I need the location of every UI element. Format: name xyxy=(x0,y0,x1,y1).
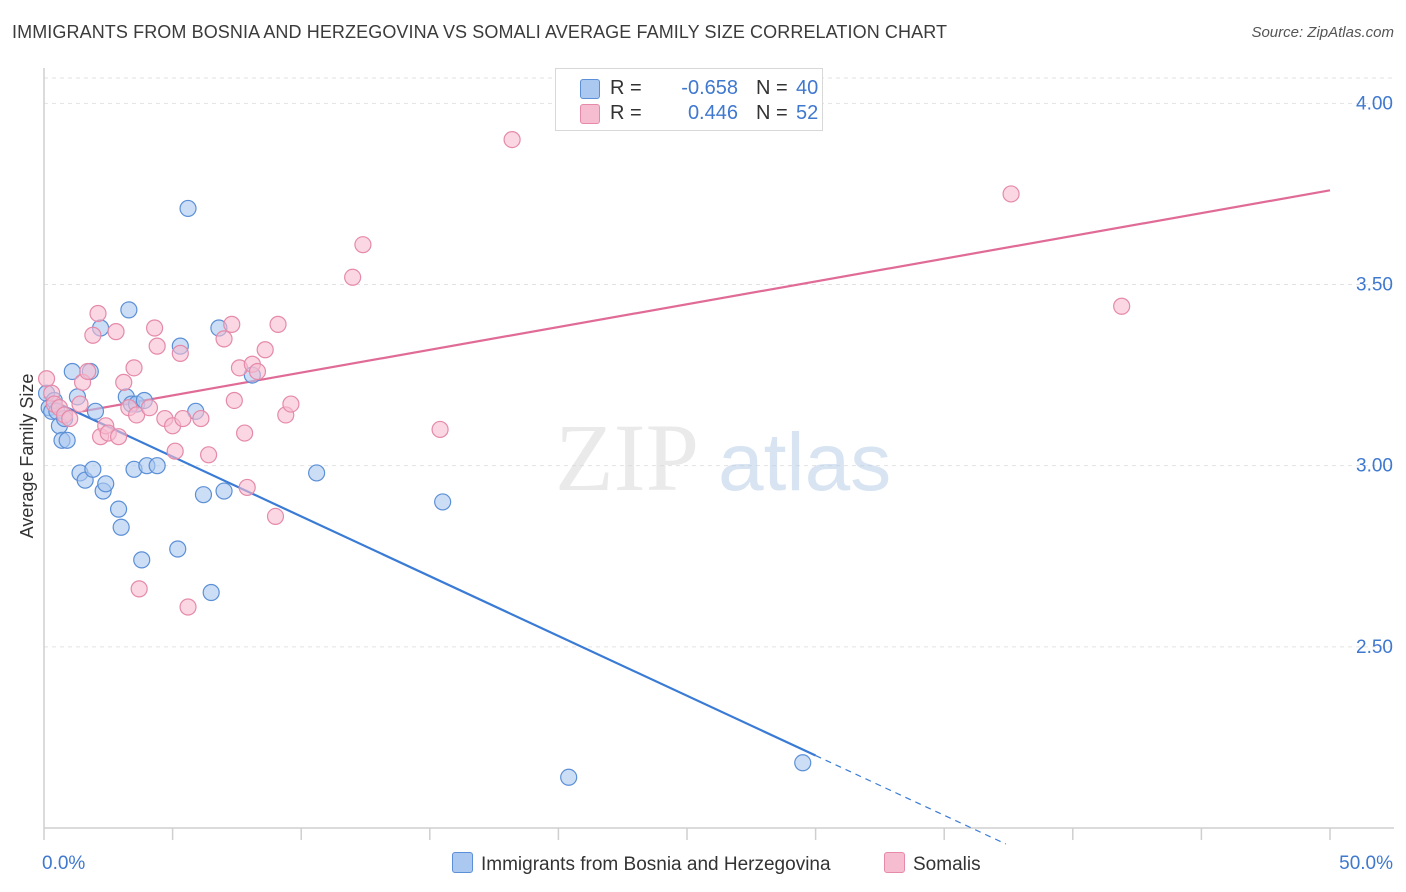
data-point-bosnia xyxy=(58,431,76,449)
data-point-bosnia xyxy=(97,475,115,493)
data-point-somalis xyxy=(107,323,125,341)
y-axis-label: Average Family Size xyxy=(17,374,37,539)
data-point-somalis xyxy=(192,409,210,428)
data-point-somalis xyxy=(84,326,102,344)
watermark-zip: ZIP xyxy=(555,404,699,511)
data-point-somalis xyxy=(145,319,164,337)
watermark: ZIP atlas xyxy=(555,404,891,511)
data-point-somalis xyxy=(166,442,184,460)
data-point-bosnia xyxy=(112,518,130,536)
data-point-somalis xyxy=(148,337,166,355)
bottom-legend-label-blue: Immigrants from Bosnia and Herzegovina xyxy=(481,854,831,875)
data-point-somalis xyxy=(431,420,449,439)
data-point-somalis xyxy=(174,409,192,428)
data-point-somalis xyxy=(115,373,133,391)
data-point-bosnia xyxy=(434,493,452,511)
y-tick-label: 2.50 xyxy=(1356,637,1393,658)
data-point-somalis xyxy=(248,362,267,381)
data-point-somalis xyxy=(236,424,254,442)
bottom-legend-swatch-pink xyxy=(884,852,905,873)
data-point-somalis xyxy=(79,362,97,381)
y-tick-label: 4.00 xyxy=(1356,93,1393,114)
x-tick-label-left: 0.0% xyxy=(42,853,85,874)
bottom-legend-blue: Immigrants from Bosnia and Herzegovina xyxy=(452,852,831,876)
data-point-somalis xyxy=(130,580,148,598)
data-point-somalis xyxy=(140,399,159,417)
axes xyxy=(43,68,1394,840)
trend-line-bosnia-extension xyxy=(815,754,1007,845)
data-point-bosnia xyxy=(133,551,151,569)
legend-n-label: N = xyxy=(756,102,788,124)
data-point-bosnia xyxy=(308,464,326,482)
trend-line-somalis xyxy=(82,189,1331,413)
bottom-legend-label-pink: Somalis xyxy=(913,854,981,875)
data-point-bosnia xyxy=(215,482,233,500)
legend-r-label: R = xyxy=(610,77,642,99)
data-point-bosnia xyxy=(86,402,105,420)
data-point-somalis xyxy=(238,478,256,497)
legend-n-label: N = xyxy=(756,77,788,99)
y-tick-label: 3.00 xyxy=(1356,456,1393,477)
data-point-somalis xyxy=(61,409,79,428)
data-point-somalis xyxy=(225,391,243,410)
data-point-somalis xyxy=(282,395,300,413)
correlation-legend: R = -0.658 N = 40 R = 0.446 N = 52 xyxy=(555,68,823,131)
series-somalis-points xyxy=(37,130,1131,616)
data-point-bosnia xyxy=(194,486,213,504)
trend-line-bosnia xyxy=(43,395,817,757)
data-point-bosnia xyxy=(148,457,166,475)
data-points xyxy=(37,130,1131,786)
tick-labels: 2.50 3.00 3.50 4.00 0.0% 50.0% xyxy=(42,93,1393,874)
data-point-somalis xyxy=(215,330,233,348)
data-point-bosnia xyxy=(179,199,197,218)
data-point-bosnia xyxy=(560,768,578,786)
chart-title: IMMIGRANTS FROM BOSNIA AND HERZEGOVINA V… xyxy=(12,22,948,42)
data-point-somalis xyxy=(179,598,197,616)
data-point-somalis xyxy=(1113,297,1131,315)
data-point-somalis xyxy=(503,130,521,149)
data-point-bosnia xyxy=(794,754,812,772)
data-point-bosnia xyxy=(120,301,138,319)
data-point-somalis xyxy=(1002,185,1020,203)
data-point-somalis xyxy=(266,507,285,526)
legend-swatch-pink xyxy=(580,104,600,124)
bottom-legend-swatch-blue xyxy=(452,852,473,873)
data-point-bosnia xyxy=(109,500,128,518)
y-tick-label: 3.50 xyxy=(1356,275,1393,296)
legend-swatch-blue xyxy=(580,79,600,99)
legend-n-value-pink: 52 xyxy=(796,102,819,124)
data-point-bosnia xyxy=(84,460,102,478)
x-tick-label-right: 50.0% xyxy=(1339,853,1393,874)
data-point-bosnia xyxy=(169,540,187,558)
legend-r-value-blue: -0.658 xyxy=(681,77,738,99)
data-point-somalis xyxy=(109,428,128,446)
legend-r-label: R = xyxy=(610,102,642,124)
legend-r-value-pink: 0.446 xyxy=(687,102,738,124)
data-point-somalis xyxy=(127,406,146,424)
data-point-somalis xyxy=(125,359,143,377)
data-point-somalis xyxy=(200,446,218,464)
data-point-somalis xyxy=(89,304,107,323)
data-point-somalis xyxy=(37,370,56,388)
trend-lines xyxy=(43,189,1331,845)
legend-n-value-blue: 40 xyxy=(796,77,819,99)
data-point-somalis xyxy=(223,315,241,333)
data-point-somalis xyxy=(171,344,189,362)
chart-source: Source: ZipAtlas.com xyxy=(1251,24,1394,41)
data-point-somalis xyxy=(71,395,89,413)
data-point-somalis xyxy=(269,315,287,333)
data-point-somalis xyxy=(354,236,372,254)
data-point-somalis xyxy=(256,341,274,359)
data-point-somalis xyxy=(344,268,362,286)
watermark-atlas: atlas xyxy=(718,417,891,508)
bottom-legend-pink: Somalis xyxy=(884,852,981,876)
data-point-bosnia xyxy=(202,583,220,602)
